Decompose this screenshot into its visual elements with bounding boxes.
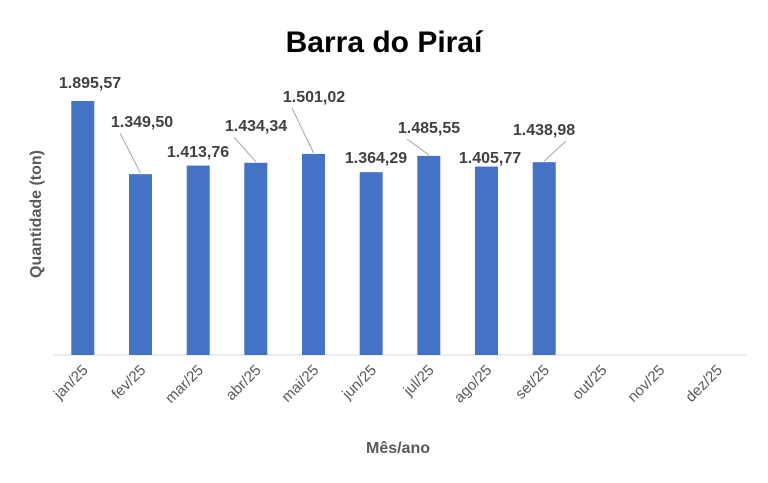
- leader-line-abr-25: [233, 136, 257, 163]
- leader-line-fev-25: [119, 132, 141, 174]
- bar-abr-25: [244, 162, 268, 355]
- data-label-jun-25: 1.364,29: [345, 150, 407, 167]
- x-tick-label: jan/25: [50, 362, 92, 404]
- x-tick-label: jun/25: [338, 362, 380, 404]
- bar-set-25: [532, 162, 556, 355]
- leaders-layer: [119, 107, 567, 174]
- bar-fev-25: [129, 174, 152, 355]
- data-label-fev-25: 1.349,50: [111, 114, 173, 131]
- data-label-jul-25: 1.485,55: [398, 120, 460, 137]
- leader-line-set-25: [543, 140, 567, 162]
- bar-ago-25: [475, 166, 498, 355]
- data-label-ago-25: 1.405,77: [459, 150, 521, 167]
- data-label-jan-25: 1.895,57: [59, 75, 121, 92]
- data-label-abr-25: 1.434,34: [225, 118, 287, 135]
- x-tick-label: ago/25: [451, 362, 495, 406]
- y-axis-label: Quantidade (ton): [28, 150, 45, 278]
- bar-jan-25: [71, 101, 95, 355]
- bars-layer: [71, 101, 556, 355]
- data-labels-layer: 1.895,57 1.349,50 1.413,76 1.434,34 1.501,02…: [59, 75, 575, 167]
- chart-title: Barra do Piraí: [286, 26, 484, 59]
- data-label-mai-25: 1.501,02: [283, 89, 345, 106]
- x-axis-label: Mês/ano: [366, 440, 430, 457]
- bar-mar-25: [186, 165, 210, 355]
- bar-mai-25: [302, 153, 325, 355]
- data-label-set-25: 1.438,98: [513, 122, 575, 139]
- x-tick-label: fev/25: [108, 362, 149, 403]
- x-tick-label: mai/25: [278, 362, 322, 406]
- x-tick-label: nov/25: [624, 362, 668, 406]
- bar-jun-25: [359, 172, 383, 355]
- x-tick-labels-layer: jan/25 fev/25 mar/25 abr/25 mai/25 jun/25 jul/…: [50, 362, 726, 407]
- leader-line-jul-25: [406, 138, 430, 156]
- x-tick-label: mar/25: [162, 362, 207, 407]
- x-tick-label: out/25: [569, 362, 611, 404]
- data-label-mar-25: 1.413,76: [167, 144, 229, 161]
- x-tick-label: dez/25: [682, 362, 726, 406]
- x-tick-label: set/25: [512, 362, 553, 403]
- leader-line-mai-25: [291, 107, 314, 154]
- x-tick-label: jul/25: [400, 362, 438, 400]
- bar-jul-25: [417, 155, 441, 355]
- x-tick-label: abr/25: [223, 362, 265, 404]
